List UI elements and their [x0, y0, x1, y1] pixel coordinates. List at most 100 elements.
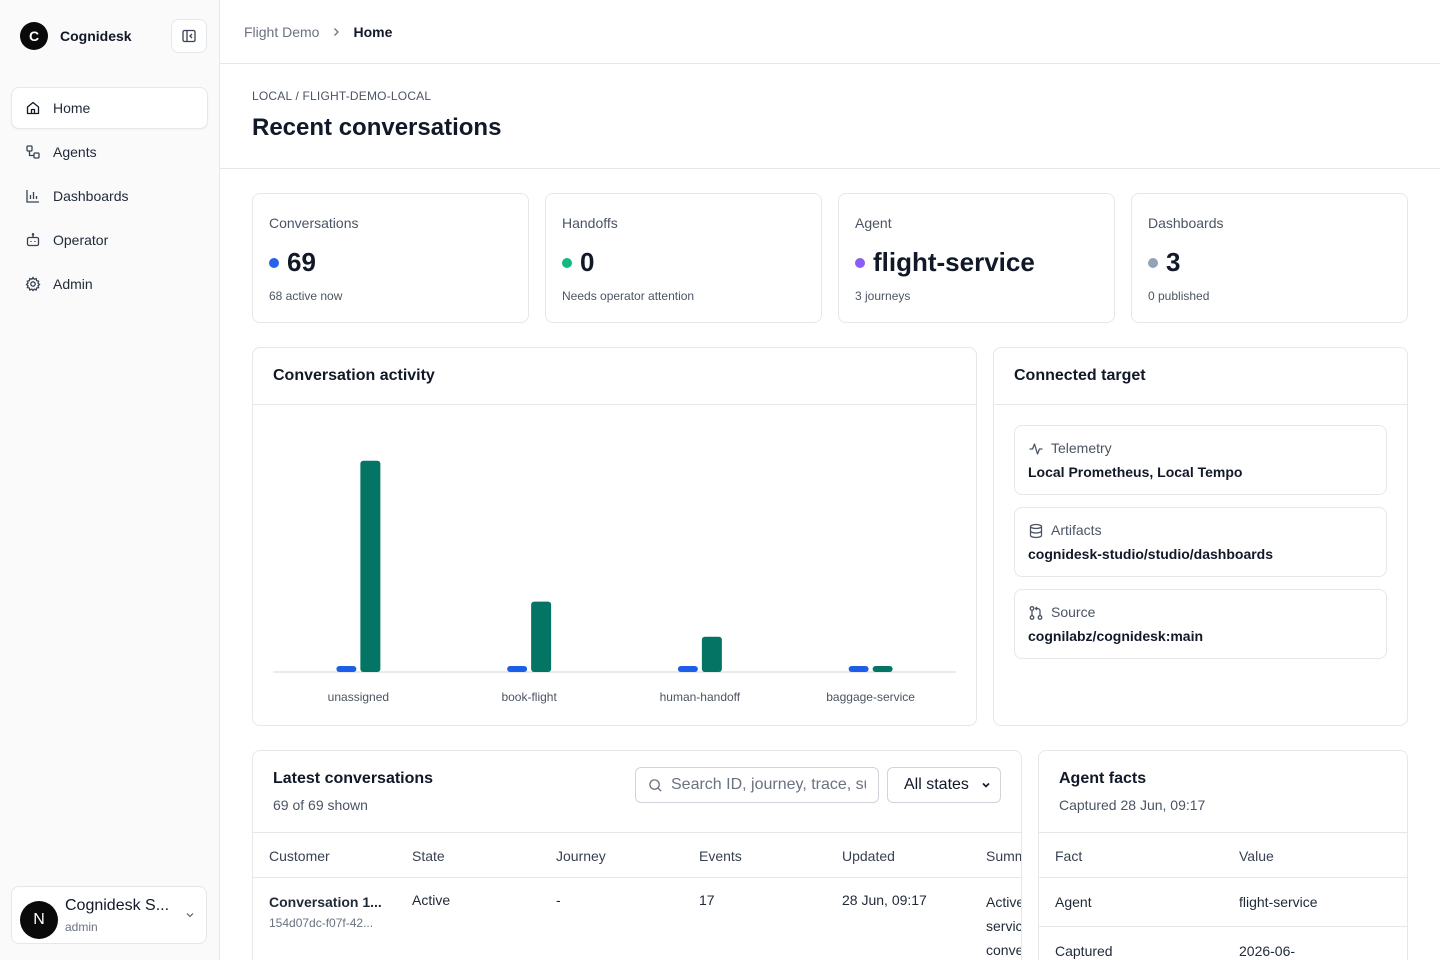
conversations-count: 69 of 69 shown — [273, 797, 368, 813]
fact-value: 2026-06- — [1239, 943, 1296, 959]
sidebar-item-label: Operator — [53, 232, 109, 248]
chart-bar-baggage-service-0[interactable] — [848, 666, 869, 672]
sidebar-nav: Home Agents Dashboards — [11, 87, 208, 307]
panel-title: Conversation activity — [273, 367, 435, 384]
state-filter-select[interactable]: All states — [887, 767, 1001, 803]
panel-title: Latest conversations — [273, 770, 434, 787]
sidebar-item-admin[interactable]: Admin — [11, 263, 208, 305]
chart-tick-label: baggage-service — [826, 690, 915, 704]
table-row: Agent flight-service — [1039, 879, 1407, 927]
chevron-down-icon — [982, 782, 990, 788]
state-filter-value: All states — [904, 776, 969, 793]
status-dot — [855, 257, 865, 268]
conversation-events: 17 — [699, 892, 715, 908]
stat-label: Agent — [855, 215, 892, 231]
search-input[interactable] — [671, 776, 866, 794]
status-dot — [562, 257, 572, 268]
column-header[interactable]: Journey — [556, 848, 606, 864]
user-role: admin — [65, 920, 98, 934]
sidebar-item-label: Agents — [53, 144, 97, 160]
avatar: N — [20, 901, 58, 939]
sidebar-item-label: Dashboards — [53, 188, 129, 204]
user-menu[interactable]: N Cognidesk S... admin — [11, 886, 207, 944]
stat-sub: 3 journeys — [855, 289, 911, 303]
stat-card-conversations: Conversations 69 68 active now — [252, 193, 529, 323]
sidebar-item-operator[interactable]: Operator — [11, 219, 208, 261]
chart-bar-unassigned-0[interactable] — [336, 666, 357, 672]
sidebar-item-home[interactable]: Home — [11, 87, 208, 129]
conversation-title[interactable]: Conversation 1... — [269, 894, 382, 910]
agent-facts-panel: Agent facts Captured 28 Jun, 09:17 Fact … — [1038, 750, 1408, 960]
conversation-summary: conve — [986, 942, 1022, 958]
column-header[interactable]: Summ — [986, 848, 1021, 864]
chart-tick-label: human-handoff — [660, 690, 741, 704]
fact-value: flight-service — [1239, 894, 1318, 910]
home-icon — [26, 101, 40, 115]
stat-value: 3 — [1166, 247, 1181, 277]
chevron-down-icon — [186, 913, 194, 918]
target-label: Source — [1051, 604, 1096, 620]
chart-tick-label: unassigned — [328, 690, 389, 704]
collapse-sidebar-button[interactable] — [171, 19, 207, 53]
chart-bar-book-flight-0[interactable] — [507, 666, 528, 672]
stat-card-agent: Agent flight-service 3 journeys — [838, 193, 1115, 323]
stat-sub: 68 active now — [269, 289, 343, 303]
column-header[interactable]: Customer — [269, 848, 330, 864]
user-name: Cognidesk S... — [65, 897, 170, 914]
sidebar-item-label: Admin — [53, 276, 93, 292]
git-pull-request-icon — [1029, 606, 1043, 620]
sidebar-item-dashboards[interactable]: Dashboards — [11, 175, 208, 217]
stat-value: 69 — [287, 247, 316, 277]
conversation-updated: 28 Jun, 09:17 — [842, 892, 927, 908]
stat-label: Handoffs — [562, 215, 618, 231]
target-value: Local Prometheus, Local Tempo — [1028, 464, 1243, 480]
breadcrumb-parent[interactable]: Flight Demo — [244, 23, 320, 40]
chart-bar-unassigned-1[interactable] — [360, 460, 381, 672]
target-label: Telemetry — [1051, 440, 1112, 456]
search-icon — [649, 778, 662, 792]
workspace-path: LOCAL / FLIGHT-DEMO-LOCAL — [252, 89, 432, 103]
panel-title: Agent facts — [1059, 770, 1147, 787]
table-row[interactable]: Conversation 1... 154d07dc-f07f-42... Ac… — [253, 879, 1021, 960]
table-header: Customer State Journey Events Updated Su… — [253, 832, 1021, 878]
chart-bar-human-handoff-0[interactable] — [677, 666, 698, 672]
column-header[interactable]: Events — [699, 848, 742, 864]
target-source: Source cognilabz/cognidesk:main — [1014, 589, 1387, 659]
target-artifacts: Artifacts cognidesk-studio/studio/dashbo… — [1014, 507, 1387, 577]
stat-value: flight-service — [873, 247, 1035, 277]
gear-icon — [25, 276, 41, 292]
page-header: LOCAL / FLIGHT-DEMO-LOCAL Recent convers… — [220, 64, 1440, 169]
column-header[interactable]: Updated — [842, 848, 895, 864]
status-dot — [1148, 257, 1158, 268]
brand[interactable]: C Cognidesk — [20, 22, 132, 50]
latest-conversations-panel: Latest conversations 69 of 69 shown All … — [252, 750, 1022, 960]
search-field[interactable] — [635, 767, 879, 803]
chevron-right-icon — [334, 27, 340, 36]
facts-captured: Captured 28 Jun, 09:17 — [1059, 797, 1206, 813]
fact-name: Agent — [1055, 894, 1092, 910]
conversation-journey: - — [556, 892, 561, 908]
breadcrumb: Flight Demo Home — [220, 0, 1440, 64]
chart-bar-baggage-service-1[interactable] — [872, 666, 893, 672]
stat-label: Dashboards — [1148, 215, 1224, 231]
agents-icon — [26, 145, 40, 159]
conversation-summary: Active — [986, 894, 1022, 910]
column-header[interactable]: State — [412, 848, 445, 864]
stat-label: Conversations — [269, 215, 359, 231]
stat-value: 0 — [580, 247, 595, 277]
conversation-summary: servic — [986, 918, 1022, 934]
chart-bar-book-flight-1[interactable] — [531, 601, 552, 672]
target-value: cognidesk-studio/studio/dashboards — [1028, 546, 1274, 562]
target-value: cognilabz/cognidesk:main — [1028, 628, 1204, 644]
stat-card-dashboards: Dashboards 3 0 published — [1131, 193, 1408, 323]
sidebar-item-agents[interactable]: Agents — [11, 131, 208, 173]
stat-sub: 0 published — [1148, 289, 1210, 303]
chart-bar-human-handoff-1[interactable] — [701, 636, 722, 672]
database-icon — [1029, 523, 1043, 539]
status-dot — [269, 257, 279, 268]
column-header: Value — [1239, 848, 1274, 864]
chart-tick-label: book-flight — [501, 690, 557, 704]
stat-sub: Needs operator attention — [562, 289, 695, 303]
activity-icon — [1029, 443, 1043, 455]
page-title: Recent conversations — [252, 114, 502, 141]
